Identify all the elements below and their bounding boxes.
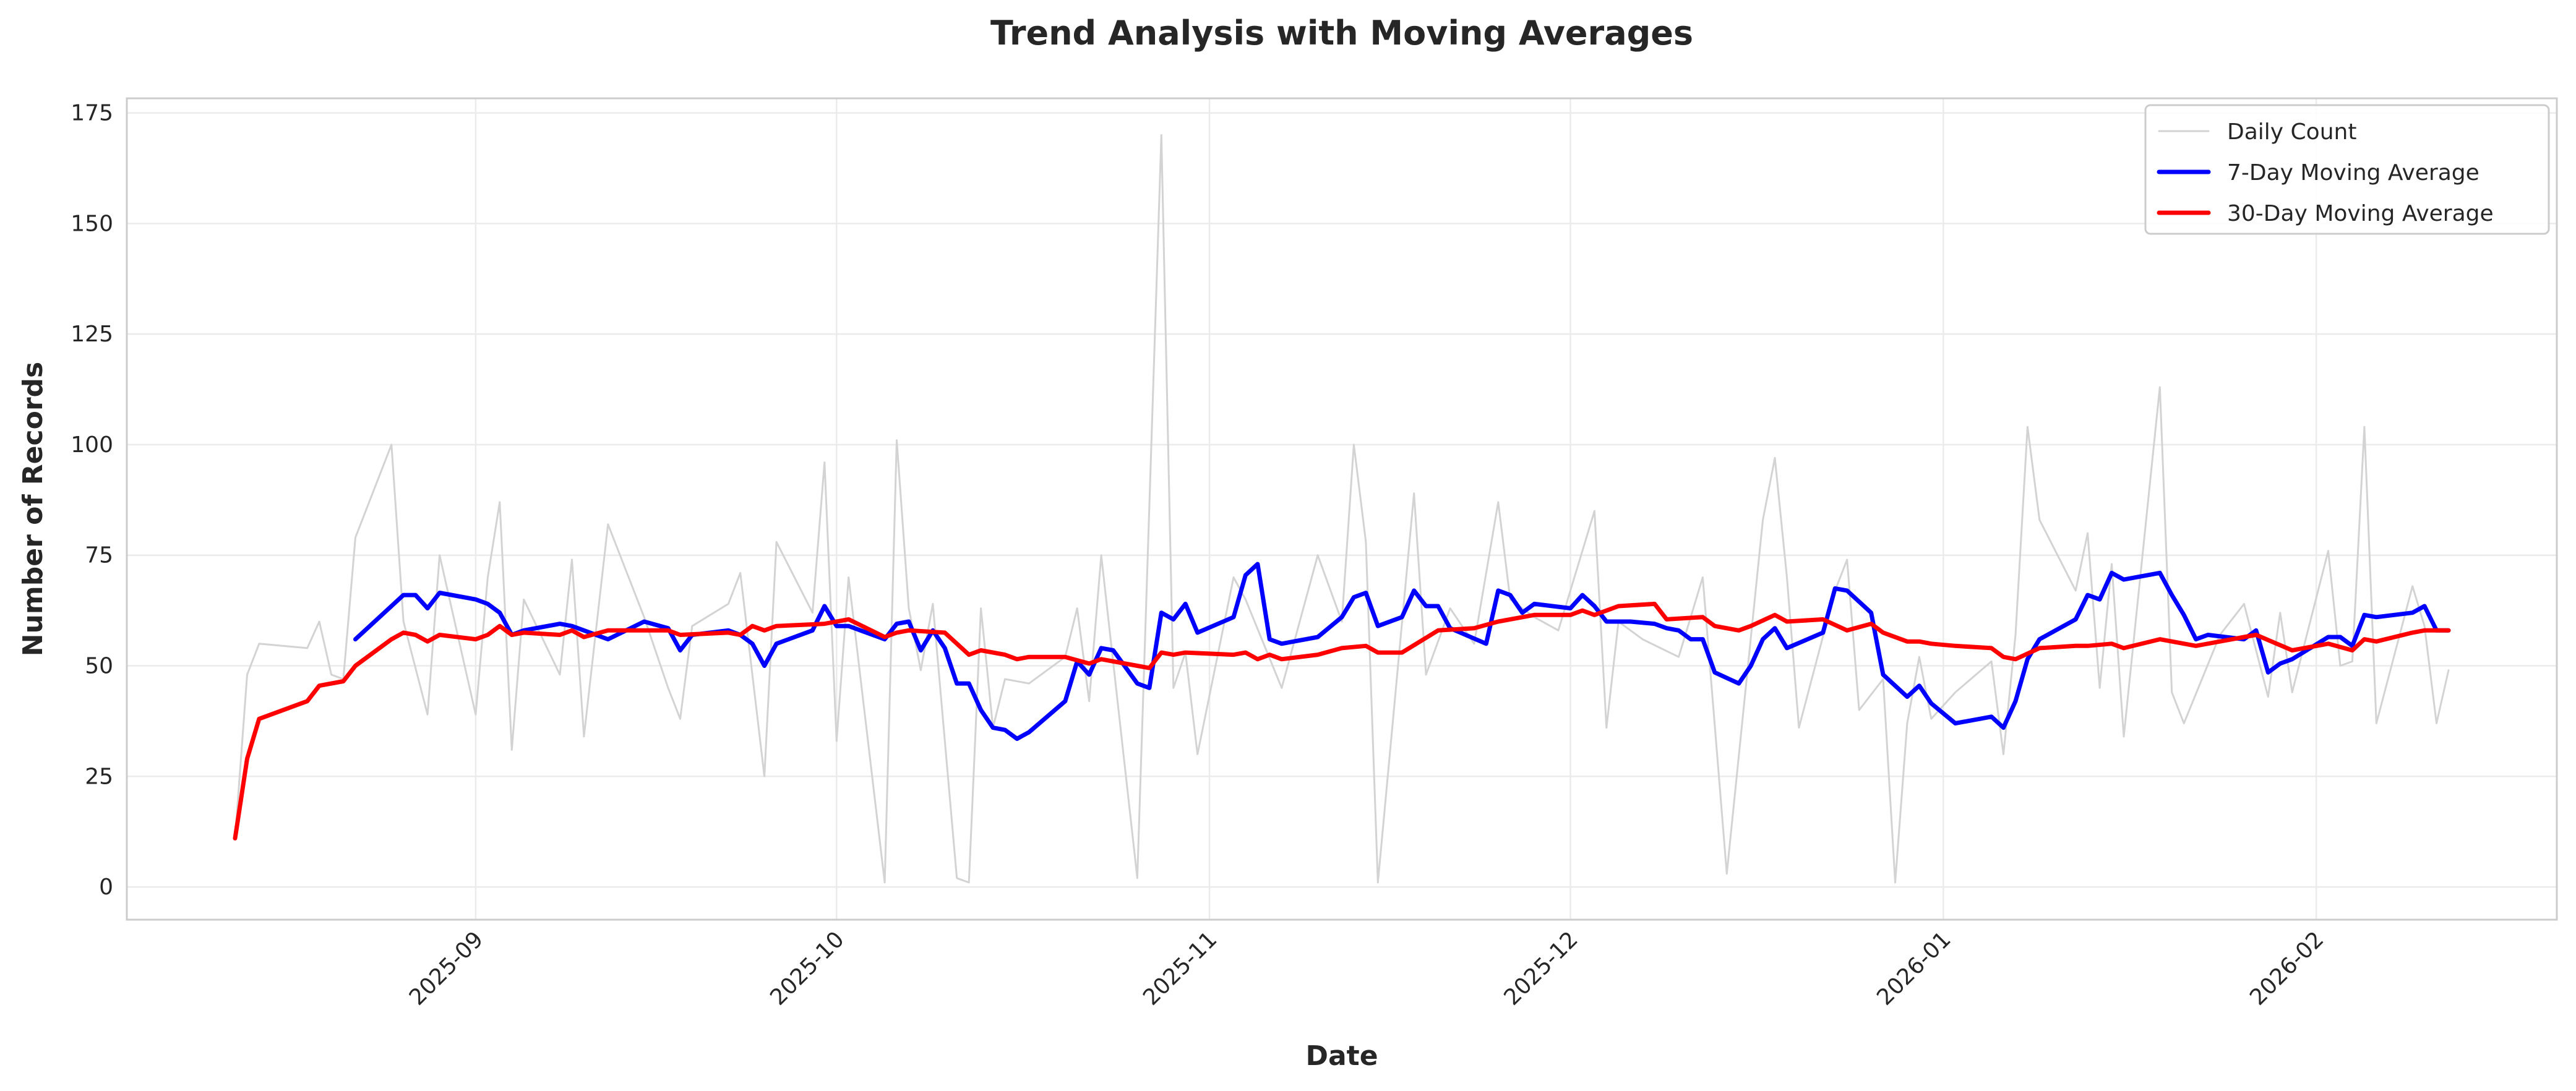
- y-tick-label: 25: [85, 764, 113, 789]
- y-tick-label: 100: [71, 432, 113, 458]
- x-tick-label: 2025-11: [1138, 926, 1222, 1010]
- legend-frame: [2144, 104, 2550, 235]
- x-tick-label: 2025-10: [765, 926, 849, 1010]
- y-tick-label: 175: [71, 101, 113, 126]
- y-tick-label: 150: [71, 211, 113, 236]
- x-tick-label: 2026-01: [1872, 926, 1956, 1010]
- grid: [127, 98, 2557, 920]
- legend: Daily Count 7-Day Moving Average 30-Day …: [2144, 104, 2550, 235]
- y-tick-label: 125: [71, 322, 113, 347]
- daily-count-line: [234, 134, 2450, 884]
- moving-average-7day-line: [353, 562, 2451, 741]
- legend-label-daily: Daily Count: [2227, 119, 2356, 145]
- moving-average-30day-line: [233, 601, 2451, 841]
- chart-title: Trend Analysis with Moving Averages: [990, 14, 1693, 53]
- y-tick-label: 75: [85, 543, 113, 568]
- plot-frame: [126, 97, 2558, 921]
- y-tick-label: 0: [99, 875, 113, 900]
- legend-label-30day: 30-Day Moving Average: [2227, 201, 2494, 226]
- x-axis-label: Date: [1305, 1040, 1378, 1072]
- x-tick-label: 2025-09: [405, 926, 488, 1010]
- legend-label-7day: 7-Day Moving Average: [2227, 160, 2479, 186]
- series-group: [233, 134, 2451, 884]
- y-axis-label: Number of Records: [17, 362, 49, 656]
- x-tick-label: 2026-02: [2245, 926, 2329, 1010]
- y-tick-label: 50: [85, 654, 113, 679]
- x-tick-label: 2025-12: [1499, 926, 1582, 1010]
